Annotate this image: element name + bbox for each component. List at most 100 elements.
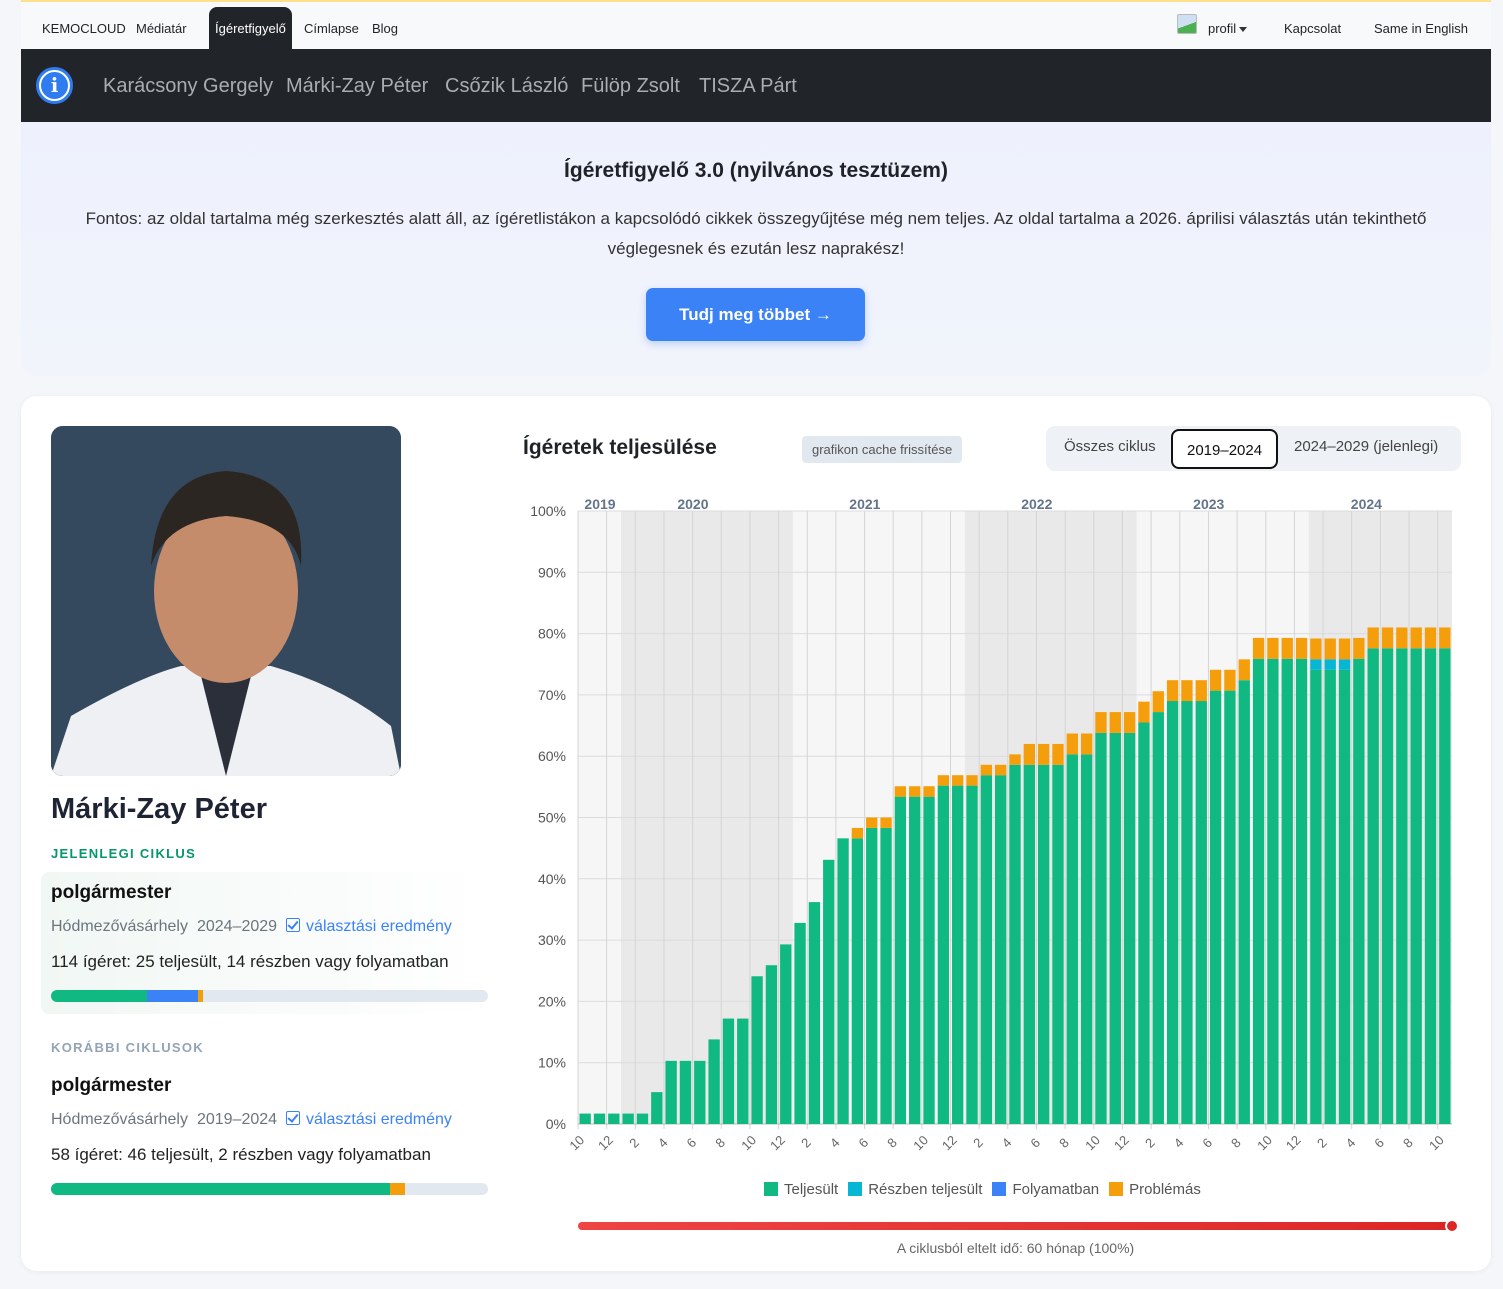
bar-teljesult <box>823 859 835 1124</box>
bar-teljesult <box>780 944 792 1124</box>
bar-problemas <box>1324 638 1336 660</box>
bar-problemas <box>1396 627 1408 649</box>
bar-teljesult <box>1052 764 1064 1124</box>
politician-link[interactable]: TISZA Párt <box>699 75 797 97</box>
x-tick-label: 10 <box>738 1132 759 1153</box>
bar-problemas <box>1209 669 1222 691</box>
legend-problemas[interactable]: Problémás <box>1109 1181 1201 1198</box>
learn-more-button[interactable]: Tudj meg többet → <box>646 288 865 341</box>
refresh-cache-button[interactable]: grafikon cache frissítése <box>802 436 963 463</box>
bar-teljesult <box>608 1113 620 1124</box>
legend-reszben[interactable]: Részben teljesült <box>848 1181 982 1198</box>
tab-all-cycles[interactable]: Összes ciklus <box>1064 438 1156 455</box>
cycle-selector: Összes ciklus 2019–2024 2024–2029 (jelen… <box>1046 426 1461 471</box>
bar-teljesult <box>737 1018 749 1124</box>
bar-teljesult <box>894 796 907 1124</box>
bar-teljesult <box>1023 764 1035 1124</box>
bar-teljesult <box>765 965 778 1124</box>
progress-problemas <box>197 990 204 1002</box>
bar-problemas <box>1267 637 1279 659</box>
bar-problemas <box>1252 637 1265 659</box>
bar-problemas <box>1152 691 1164 713</box>
current-cycle-item[interactable]: polgármester Hódmezővásárhely 2024–2029 vá… <box>41 872 491 1014</box>
politician-link[interactable]: Csőzik László <box>445 75 569 97</box>
profile-dropdown[interactable]: profil <box>1208 21 1248 36</box>
bar-problemas <box>880 817 892 828</box>
x-tick-label: 8 <box>884 1135 900 1151</box>
bar-problemas <box>1037 743 1050 765</box>
bar-teljesult <box>1238 680 1250 1124</box>
previous-cycle-item[interactable]: polgármester Hódmezővásárhely 2019–2024 vá… <box>41 1065 491 1207</box>
bar-teljesult <box>1209 690 1222 1124</box>
politician-link[interactable]: Karácsony Gergely <box>103 75 274 97</box>
nav-blog[interactable]: Blog <box>372 21 399 36</box>
bar-teljesult <box>1109 732 1121 1124</box>
tab-2019-2024[interactable]: 2019–2024 <box>1171 429 1279 469</box>
nav-english[interactable]: Same in English <box>1374 21 1468 36</box>
x-tick-label: 2 <box>798 1135 814 1151</box>
nav-mediatar[interactable]: Médiatár <box>136 21 187 36</box>
progress-folyamatban <box>146 990 198 1002</box>
x-tick-label: 4 <box>999 1135 1015 1151</box>
bar-teljesult <box>909 796 921 1124</box>
profile-image-icon[interactable] <box>1177 14 1197 34</box>
bar-problemas <box>1381 627 1394 649</box>
bar-teljesult <box>808 902 821 1124</box>
year-label: 2022 <box>1021 496 1052 512</box>
legend-teljesult[interactable]: Teljesült <box>764 1181 838 1198</box>
tab-2024-2029[interactable]: 2024–2029 (jelenlegi) <box>1294 438 1439 455</box>
y-tick-label: 0% <box>546 1116 566 1132</box>
x-tick-label: 8 <box>712 1135 728 1151</box>
nav-cimlapse[interactable]: Címlapse <box>304 21 359 36</box>
nav-kapcsolat[interactable]: Kapcsolat <box>1284 21 1342 36</box>
x-tick-label: 2 <box>970 1135 986 1151</box>
bar-teljesult <box>995 775 1007 1124</box>
nav-kemocloud[interactable]: KEMOCLOUD <box>42 21 126 36</box>
bar-teljesult <box>1439 648 1451 1124</box>
bar-teljesult <box>593 1113 606 1124</box>
nav-igeretfigyelo[interactable]: Ígéretfigyelő <box>209 7 292 49</box>
bar-problemas <box>1166 680 1179 702</box>
x-tick-label: 4 <box>827 1135 843 1151</box>
bar-teljesult <box>1166 701 1179 1124</box>
progress-teljesult <box>51 990 147 1002</box>
x-tick-label: 8 <box>1228 1135 1244 1151</box>
legend-folyamatban[interactable]: Folyamatban <box>992 1181 1099 1198</box>
bar-reszben <box>1324 659 1336 670</box>
bar-problemas <box>1439 627 1451 649</box>
chart-title: Ígéretek teljesülése <box>523 436 717 459</box>
bar-teljesult <box>1224 690 1236 1124</box>
x-tick-label: 10 <box>910 1132 931 1153</box>
politician-navbar: i Karácsony Gergely Márki-Zay Péter Csőz… <box>21 49 1491 122</box>
check-square-icon <box>286 1111 301 1125</box>
bar-problemas <box>1424 627 1437 649</box>
x-tick-label: 6 <box>1199 1135 1215 1151</box>
announcement-banner: Ígéretfigyelő 3.0 (nyilvános tesztüzem) … <box>21 122 1491 376</box>
bar-reszben <box>1338 659 1351 670</box>
info-icon[interactable]: i <box>36 67 73 104</box>
election-result-link[interactable]: választási eredmény <box>286 918 461 935</box>
politician-link[interactable]: Márki-Zay Péter <box>286 75 429 97</box>
x-tick-label: 10 <box>1082 1132 1103 1153</box>
election-result-link[interactable]: választási eredmény <box>286 1111 461 1128</box>
bar-teljesult <box>966 785 978 1124</box>
bar-problemas <box>1338 638 1351 660</box>
politician-photo <box>51 426 401 776</box>
x-tick-label: 2 <box>626 1135 642 1151</box>
bar-problemas <box>1353 637 1365 659</box>
politician-name: Márki-Zay Péter <box>51 793 267 825</box>
cycle-role: polgármester <box>51 882 172 903</box>
bar-teljesult <box>1066 754 1078 1124</box>
cycle-period: 2024–2029 <box>196 918 278 935</box>
politician-link[interactable]: Fülöp Zsolt <box>581 75 680 97</box>
y-tick-label: 40% <box>538 871 566 887</box>
promise-chart: 2019 2020 2021 2022 2023 2024 0% 10% 20% 30% 40% 50… <box>530 496 1452 1153</box>
bar-teljesult <box>1381 648 1394 1124</box>
x-tick-label: 4 <box>1343 1135 1359 1151</box>
y-tick-label: 100% <box>530 503 566 519</box>
bar-problemas <box>1095 712 1107 733</box>
bar-teljesult <box>1152 712 1164 1124</box>
previous-cycles-heading: KORÁBBI CIKLUSOK <box>51 1040 204 1055</box>
cycle-role: polgármester <box>51 1075 172 1096</box>
bar-teljesult <box>1267 658 1279 1124</box>
